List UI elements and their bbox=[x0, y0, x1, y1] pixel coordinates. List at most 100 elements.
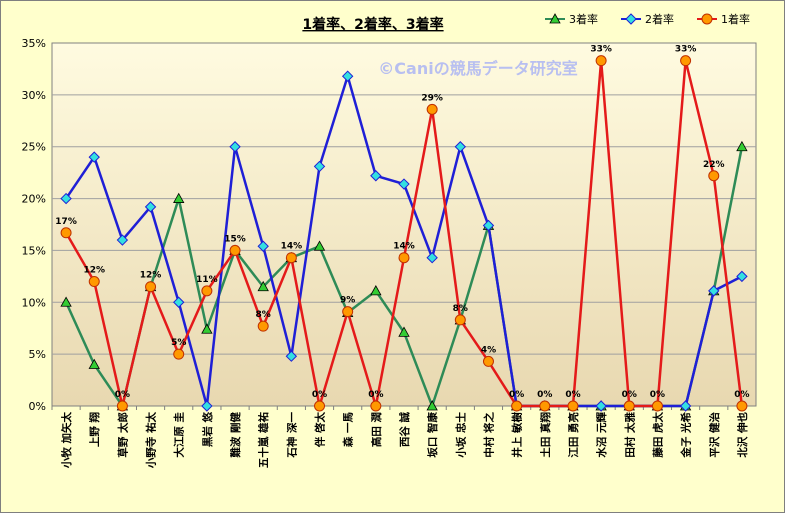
x-tick-label: 黒岩 悠 bbox=[201, 412, 214, 448]
data-point bbox=[313, 240, 326, 251]
data-label: 33% bbox=[590, 45, 612, 55]
x-tick-label: 森 一馬 bbox=[342, 412, 355, 448]
x-tick-label: 井上 敏樹 bbox=[511, 412, 524, 458]
data-label: 12% bbox=[140, 271, 162, 281]
data-point bbox=[285, 252, 297, 264]
x-tick-label: 中村 将之 bbox=[482, 412, 495, 458]
y-tick-label: 0% bbox=[29, 400, 46, 413]
data-point bbox=[116, 234, 129, 246]
y-axis: 0% 5% 10% 15% 20% 25% 30% 35% bbox=[22, 37, 46, 413]
x-tick-label: 藤田 虎太 bbox=[651, 412, 664, 458]
x-tick-label: 上野 翔 bbox=[88, 412, 101, 447]
data-point bbox=[398, 252, 410, 264]
data-point bbox=[88, 151, 100, 163]
legend-marker bbox=[549, 13, 561, 24]
data-label: 0% bbox=[368, 390, 383, 400]
data-point bbox=[595, 400, 607, 412]
y-tick-label: 10% bbox=[22, 296, 46, 309]
data-point bbox=[229, 244, 241, 256]
legend-marker bbox=[625, 13, 637, 25]
data-label: 17% bbox=[55, 217, 77, 227]
y-tick-label: 30% bbox=[22, 89, 46, 102]
data-label: 0% bbox=[537, 390, 552, 400]
data-point bbox=[426, 400, 438, 411]
x-tick-label: 北沢 伸也 bbox=[736, 412, 749, 458]
data-point bbox=[482, 355, 494, 367]
data-label: 0% bbox=[734, 390, 749, 400]
data-point bbox=[454, 314, 466, 326]
y-tick-label: 35% bbox=[22, 37, 46, 50]
y-tick-label: 25% bbox=[22, 141, 46, 154]
data-point bbox=[342, 306, 354, 318]
data-point bbox=[313, 160, 326, 173]
x-tick-label: 小野寺 祐太 bbox=[145, 412, 158, 470]
data-label: 14% bbox=[393, 242, 415, 252]
x-tick-label: 小坂 忠士 bbox=[454, 412, 467, 459]
legend: 3着率 2着率 1着率 bbox=[545, 12, 750, 26]
data-label: 8% bbox=[453, 304, 468, 314]
data-point bbox=[623, 400, 635, 412]
data-point bbox=[398, 178, 410, 190]
data-point bbox=[257, 240, 269, 252]
data-label: 0% bbox=[115, 390, 130, 400]
y-tick-label: 5% bbox=[29, 348, 46, 361]
data-label: 12% bbox=[83, 266, 105, 276]
data-point bbox=[511, 400, 523, 412]
data-point bbox=[314, 400, 326, 412]
data-point bbox=[370, 285, 382, 296]
y-tick-label: 15% bbox=[22, 244, 46, 257]
data-point bbox=[60, 227, 72, 239]
data-point bbox=[482, 219, 495, 232]
x-tick-label: 土田 真翔 bbox=[539, 412, 552, 458]
data-point bbox=[595, 55, 607, 67]
data-point bbox=[370, 400, 382, 412]
data-point bbox=[173, 348, 185, 360]
data-point bbox=[173, 296, 185, 308]
data-point bbox=[201, 285, 213, 297]
legend-label: 3着率 bbox=[569, 12, 598, 26]
x-tick-label: 草野 太郎 bbox=[116, 412, 129, 458]
x-tick-label: 伴 啓太 bbox=[314, 412, 327, 449]
data-point bbox=[60, 192, 72, 205]
data-point bbox=[88, 358, 100, 369]
data-label: 15% bbox=[224, 234, 246, 244]
data-point bbox=[426, 251, 438, 264]
data-point bbox=[229, 141, 241, 153]
data-label: 11% bbox=[196, 275, 218, 285]
data-point bbox=[257, 320, 269, 332]
series-group bbox=[60, 55, 748, 412]
data-point bbox=[257, 280, 269, 292]
data-point bbox=[173, 192, 185, 203]
data-label: 0% bbox=[650, 390, 665, 400]
data-point bbox=[567, 400, 579, 412]
legend-marker bbox=[701, 13, 713, 25]
legend-label: 1着率 bbox=[721, 12, 750, 26]
data-point bbox=[116, 400, 128, 412]
data-point bbox=[679, 400, 692, 412]
x-tick-label: 高田 潤 bbox=[370, 412, 383, 447]
data-point bbox=[60, 296, 72, 307]
data-point bbox=[426, 103, 438, 115]
data-label: 14% bbox=[281, 242, 303, 252]
legend-label: 2着率 bbox=[645, 12, 674, 26]
data-point bbox=[398, 326, 410, 337]
data-label: 4% bbox=[481, 345, 496, 355]
x-tick-label: 田村 太雅 bbox=[623, 412, 636, 458]
grid-lines bbox=[52, 94, 756, 355]
data-label: 22% bbox=[703, 160, 725, 170]
data-point bbox=[708, 285, 720, 297]
x-tick-label: 水沼 元輝 bbox=[595, 412, 608, 459]
data-point bbox=[144, 201, 157, 213]
data-labels: 17% 12% 0% 12% 5% 11% 15% 8% 14% 0% 9% 0% 14% 29% 8% 4%… bbox=[55, 45, 749, 400]
x-tick-label: 五十嵐 雄祐 bbox=[257, 412, 270, 469]
data-point bbox=[539, 400, 551, 412]
series-circle bbox=[60, 55, 748, 412]
x-tick-label: 江田 勇亮 bbox=[567, 412, 580, 458]
data-point bbox=[736, 270, 748, 283]
data-label: 8% bbox=[256, 310, 271, 320]
x-tick-label: 小牧 加矢太 bbox=[60, 412, 73, 470]
data-label: 29% bbox=[421, 93, 443, 103]
data-point bbox=[736, 400, 748, 412]
data-label: 0% bbox=[312, 390, 327, 400]
x-tick-label: 平沢 健治 bbox=[708, 412, 721, 458]
